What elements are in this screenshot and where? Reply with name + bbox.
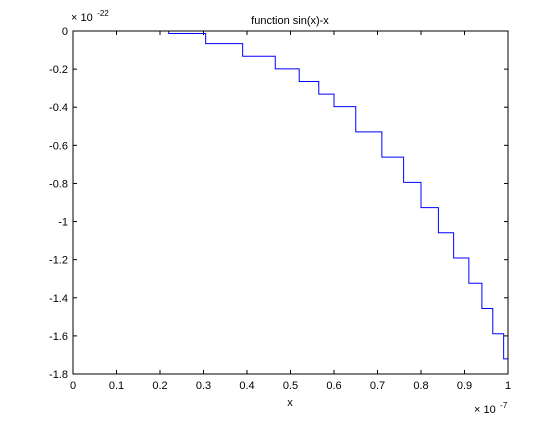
data-layer xyxy=(162,30,508,360)
y-tick-label: -1 xyxy=(58,217,68,229)
x-tick-label: 0.9 xyxy=(457,380,472,392)
plot-background xyxy=(73,31,508,374)
y-tick-label: -0.4 xyxy=(49,102,68,114)
x-axis-multiplier: × 10 -7 xyxy=(474,400,508,417)
y-multiplier-base: × 10 xyxy=(71,12,93,24)
x-tick-label: 0.6 xyxy=(326,380,341,392)
axes-box xyxy=(72,30,509,375)
x-tick-label: 0.8 xyxy=(413,380,428,392)
x-multiplier-base: × 10 xyxy=(474,404,496,416)
y-tick-label: -0.6 xyxy=(49,140,68,152)
x-tick-label: 0.1 xyxy=(109,380,124,392)
x-tick-label: 0 xyxy=(70,380,76,392)
y-tick-label: 0 xyxy=(62,26,68,38)
y-tick-label: -1.2 xyxy=(49,255,68,267)
x-tick-label: 0.3 xyxy=(196,380,211,392)
y-tick-label: -1.4 xyxy=(49,293,68,305)
y-axis-multiplier: × 10 -22 xyxy=(71,8,109,25)
y-tick-label: -1.8 xyxy=(49,369,68,381)
chart-title: function sin(x)-x xyxy=(251,15,329,27)
y-tick-label: -1.6 xyxy=(49,331,68,343)
ticks-layer: 0 0.1 0.2 0.3 0.4 0.5 0.6 0.7 0.8 0.9 1 0 -0.2 -0.4 -0… xyxy=(49,26,511,392)
y-tick-label: -0.8 xyxy=(49,178,68,190)
x-tick-label: 1 xyxy=(505,380,511,392)
x-tick-label: 0.7 xyxy=(370,380,385,392)
x-tick-label: 0.4 xyxy=(239,380,254,392)
x-multiplier-exponent: -7 xyxy=(500,401,508,410)
x-tick-label: 0.5 xyxy=(283,380,298,392)
y-multiplier-exponent: -22 xyxy=(97,9,109,18)
x-axis-label: x xyxy=(287,397,293,409)
x-tick-label: 0.2 xyxy=(152,380,167,392)
y-tick-label: -0.2 xyxy=(49,64,68,76)
series-line xyxy=(162,30,508,360)
